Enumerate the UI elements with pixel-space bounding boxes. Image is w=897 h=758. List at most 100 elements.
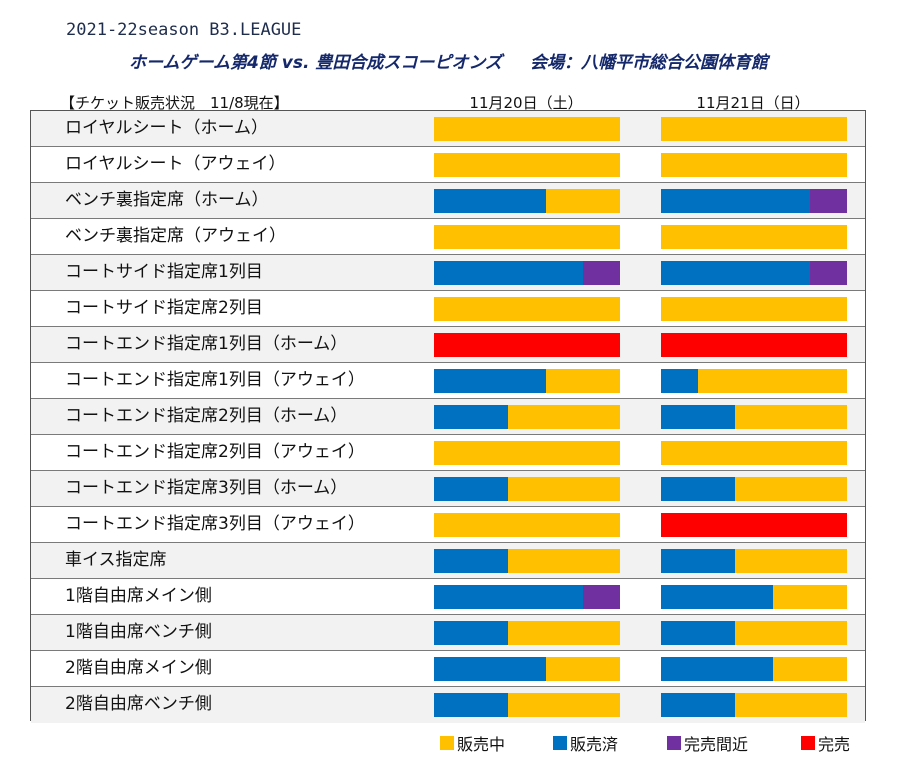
status-bar-day2 [661, 477, 847, 501]
status-bar-day2 [661, 225, 847, 249]
seat-type-label: コートエンド指定席1列目（アウェイ） [65, 370, 365, 390]
seat-type-label: コートエンド指定席3列目（アウェイ） [65, 514, 365, 534]
table-row: コートエンド指定席2列目（アウェイ） [31, 435, 865, 471]
bar-segment-available [508, 549, 620, 573]
bar-segment-available [772, 657, 847, 681]
bar-segment-available [545, 657, 620, 681]
table-row: ロイヤルシート（アウェイ） [31, 147, 865, 183]
bar-segment-almost [809, 189, 847, 213]
bar-segment-sold [661, 261, 810, 285]
legend-swatch [440, 736, 454, 750]
bar-segment-available [735, 477, 847, 501]
status-bar-day1 [434, 441, 620, 465]
seat-type-label: 車イス指定席 [65, 550, 167, 570]
bar-segment-sold [434, 189, 546, 213]
status-bar-day2 [661, 621, 847, 645]
status-bar-day1 [434, 513, 620, 537]
legend-label: 完売間近 [684, 735, 749, 754]
bar-segment-available [434, 297, 620, 321]
status-bar-day1 [434, 693, 620, 717]
bar-segment-almost [809, 261, 847, 285]
bar-segment-sold [434, 621, 509, 645]
table-row: コートエンド指定席1列目（ホーム） [31, 327, 865, 363]
status-bar-day2 [661, 693, 847, 717]
bar-segment-available [508, 477, 620, 501]
seat-type-label: コートエンド指定席2列目（ホーム） [65, 406, 348, 426]
bar-segment-available [434, 153, 620, 177]
status-bar-day1 [434, 477, 620, 501]
bar-segment-sold [661, 621, 736, 645]
table-row: コートエンド指定席3列目（アウェイ） [31, 507, 865, 543]
status-bar-day2 [661, 153, 847, 177]
table-row: ロイヤルシート（ホーム） [31, 111, 865, 147]
status-bar-day2 [661, 405, 847, 429]
bar-segment-soldout [661, 513, 847, 537]
status-bar-day2 [661, 117, 847, 141]
bar-segment-available [661, 225, 847, 249]
bar-segment-available [772, 585, 847, 609]
table-row: ベンチ裏指定席（ホーム） [31, 183, 865, 219]
seat-type-label: コートエンド指定席3列目（ホーム） [65, 478, 348, 498]
legend-label: 完売 [818, 735, 851, 754]
seat-type-label: コートエンド指定席2列目（アウェイ） [65, 442, 365, 462]
date-header-day2: 11月21日（日） [696, 94, 810, 112]
bar-segment-sold [434, 549, 509, 573]
bar-segment-available [661, 153, 847, 177]
bar-segment-sold [434, 405, 509, 429]
status-bar-day1 [434, 153, 620, 177]
table-row: コートサイド指定席1列目 [31, 255, 865, 291]
bar-segment-sold [434, 477, 509, 501]
seat-type-label: コートサイド指定席1列目 [65, 262, 263, 282]
bar-segment-sold [661, 693, 736, 717]
bar-segment-sold [661, 477, 736, 501]
status-bar-day1 [434, 549, 620, 573]
bar-segment-sold [661, 369, 699, 393]
bar-segment-available [434, 441, 620, 465]
table-row: 1階自由席メイン側 [31, 579, 865, 615]
seat-type-label: ベンチ裏指定席（アウェイ） [65, 226, 286, 246]
legend-label: 販売済 [570, 735, 619, 754]
status-bar-day2 [661, 657, 847, 681]
seat-type-label: 1階自由席メイン側 [65, 586, 212, 606]
bar-segment-sold [434, 585, 583, 609]
game-subtitle: ホームゲーム第4節 vs. 豊田合成スコーピオンズ 会場：八幡平市総合公園体育館 [0, 48, 897, 73]
game-name: ホームゲーム第4節 vs. 豊田合成スコーピオンズ [129, 53, 502, 73]
status-bar-day1 [434, 585, 620, 609]
status-bar-day1 [434, 405, 620, 429]
bar-segment-available [698, 369, 847, 393]
bar-segment-sold [434, 657, 546, 681]
table-row: 2階自由席ベンチ側 [31, 687, 865, 723]
legend-label: 販売中 [457, 735, 506, 754]
table-row: 1階自由席ベンチ側 [31, 615, 865, 651]
bar-segment-sold [434, 261, 583, 285]
status-bar-day1 [434, 369, 620, 393]
bar-segment-sold [434, 693, 509, 717]
table-row: コートエンド指定席2列目（ホーム） [31, 399, 865, 435]
status-bar-day1 [434, 297, 620, 321]
bar-segment-sold [661, 549, 736, 573]
status-bar-day1 [434, 333, 620, 357]
bar-segment-available [508, 405, 620, 429]
status-bar-day1 [434, 189, 620, 213]
table-row: コートエンド指定席1列目（アウェイ） [31, 363, 865, 399]
status-bar-day2 [661, 441, 847, 465]
legend-swatch [667, 736, 681, 750]
seat-type-label: ロイヤルシート（ホーム） [65, 118, 268, 138]
table-row: ベンチ裏指定席（アウェイ） [31, 219, 865, 255]
bar-segment-available [735, 693, 847, 717]
table-row: 2階自由席メイン側 [31, 651, 865, 687]
status-bar-day2 [661, 297, 847, 321]
bar-segment-sold [661, 405, 736, 429]
status-bar-day2 [661, 189, 847, 213]
bar-segment-available [434, 225, 620, 249]
status-bar-day1 [434, 225, 620, 249]
bar-segment-available [545, 189, 620, 213]
bar-segment-available [735, 621, 847, 645]
sales-status-label: 【チケット販売状況 11/8現在】 [60, 94, 289, 112]
bar-segment-available [661, 297, 847, 321]
status-bar-day2 [661, 369, 847, 393]
bar-segment-available [735, 405, 847, 429]
league-title: 2021-22season B3.LEAGUE [66, 20, 302, 40]
seat-type-label: コートサイド指定席2列目 [65, 298, 263, 318]
status-bar-day1 [434, 117, 620, 141]
